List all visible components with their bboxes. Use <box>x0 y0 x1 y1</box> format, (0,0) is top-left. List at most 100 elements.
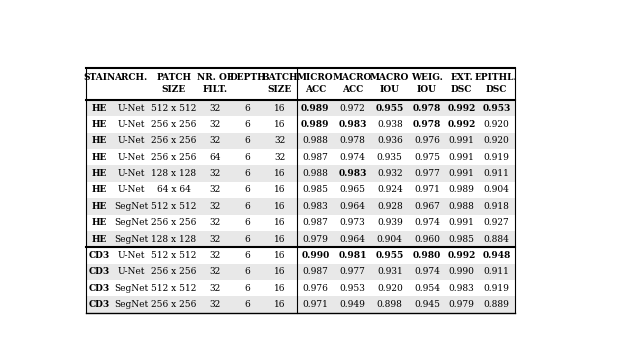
Text: PATCH: PATCH <box>156 73 191 82</box>
Text: 512 x 512: 512 x 512 <box>151 104 196 113</box>
Text: 0.980: 0.980 <box>413 251 441 260</box>
Bar <box>86 133 515 149</box>
Text: 0.949: 0.949 <box>340 300 365 309</box>
Text: 0.990: 0.990 <box>449 267 475 276</box>
Text: 0.911: 0.911 <box>483 169 509 178</box>
Text: 32: 32 <box>210 251 221 260</box>
Text: U-Net: U-Net <box>117 136 145 145</box>
Text: 0.978: 0.978 <box>413 104 441 113</box>
Text: 32: 32 <box>210 300 221 309</box>
Text: 6: 6 <box>244 218 250 227</box>
Text: 0.989: 0.989 <box>449 185 475 194</box>
Text: 0.971: 0.971 <box>303 300 328 309</box>
Text: 6: 6 <box>244 202 250 211</box>
Text: 0.939: 0.939 <box>377 218 403 227</box>
Text: 0.948: 0.948 <box>482 251 511 260</box>
Text: 0.987: 0.987 <box>303 153 328 162</box>
Text: 6: 6 <box>244 136 250 145</box>
Text: 256 x 256: 256 x 256 <box>151 153 196 162</box>
Text: 0.965: 0.965 <box>340 185 365 194</box>
Text: U-Net: U-Net <box>117 104 145 113</box>
Text: 256 x 256: 256 x 256 <box>151 218 196 227</box>
Text: 0.983: 0.983 <box>449 284 474 293</box>
Text: 0.955: 0.955 <box>376 104 404 113</box>
Text: 0.975: 0.975 <box>414 153 440 162</box>
Text: IOU: IOU <box>417 85 437 94</box>
Bar <box>86 296 515 312</box>
Text: 0.989: 0.989 <box>301 120 330 129</box>
Text: 0.955: 0.955 <box>376 251 404 260</box>
Text: 0.964: 0.964 <box>340 202 365 211</box>
Text: U-Net: U-Net <box>117 153 145 162</box>
Text: WEIG.: WEIG. <box>411 73 443 82</box>
Text: SIZE: SIZE <box>268 85 292 94</box>
Bar <box>86 198 515 215</box>
Text: HE: HE <box>92 202 108 211</box>
Text: 0.985: 0.985 <box>302 185 328 194</box>
Text: ARCH.: ARCH. <box>115 73 148 82</box>
Text: 0.931: 0.931 <box>377 267 403 276</box>
Text: 0.927: 0.927 <box>483 218 509 227</box>
Text: 0.989: 0.989 <box>301 104 330 113</box>
Text: 256 x 256: 256 x 256 <box>151 120 196 129</box>
Text: BATCH: BATCH <box>262 73 298 82</box>
Text: MICRO: MICRO <box>297 73 333 82</box>
Text: 512 x 512: 512 x 512 <box>151 251 196 260</box>
Text: 16: 16 <box>274 202 285 211</box>
Bar <box>86 264 515 280</box>
Text: 16: 16 <box>274 185 285 194</box>
Text: NR. OF: NR. OF <box>197 73 234 82</box>
Text: 6: 6 <box>244 267 250 276</box>
Text: HE: HE <box>92 153 108 162</box>
Text: 6: 6 <box>244 104 250 113</box>
Text: 0.945: 0.945 <box>414 300 440 309</box>
Text: HE: HE <box>92 136 108 145</box>
Bar <box>86 100 515 116</box>
Text: 0.972: 0.972 <box>340 104 365 113</box>
Text: SIZE: SIZE <box>162 85 186 94</box>
Text: 0.991: 0.991 <box>449 136 475 145</box>
Text: 0.919: 0.919 <box>483 284 509 293</box>
Text: 0.932: 0.932 <box>377 169 403 178</box>
Text: IOU: IOU <box>380 85 400 94</box>
Text: 0.954: 0.954 <box>414 284 440 293</box>
Text: 0.935: 0.935 <box>377 153 403 162</box>
Text: 0.884: 0.884 <box>483 235 509 244</box>
Text: 6: 6 <box>244 120 250 129</box>
Text: 0.953: 0.953 <box>482 104 511 113</box>
Text: 32: 32 <box>210 120 221 129</box>
Text: 0.967: 0.967 <box>414 202 440 211</box>
Text: 0.979: 0.979 <box>303 235 328 244</box>
Text: 32: 32 <box>210 169 221 178</box>
Text: 0.991: 0.991 <box>449 169 475 178</box>
Text: U-Net: U-Net <box>117 251 145 260</box>
Text: 0.904: 0.904 <box>483 185 509 194</box>
Text: 0.974: 0.974 <box>340 153 365 162</box>
Text: EXT.: EXT. <box>451 73 473 82</box>
Text: MACRO: MACRO <box>333 73 372 82</box>
Text: 32: 32 <box>210 235 221 244</box>
Text: STAIN: STAIN <box>83 73 116 82</box>
Text: 0.924: 0.924 <box>377 185 403 194</box>
Text: 0.977: 0.977 <box>414 169 440 178</box>
Text: 64 x 64: 64 x 64 <box>157 185 191 194</box>
Text: 6: 6 <box>244 169 250 178</box>
Text: 0.992: 0.992 <box>447 104 476 113</box>
Text: 256 x 256: 256 x 256 <box>151 267 196 276</box>
Text: 0.976: 0.976 <box>414 136 440 145</box>
Text: 6: 6 <box>244 300 250 309</box>
Text: 6: 6 <box>244 185 250 194</box>
Text: 32: 32 <box>210 136 221 145</box>
Text: 0.920: 0.920 <box>483 120 509 129</box>
Text: 0.971: 0.971 <box>414 185 440 194</box>
Text: 32: 32 <box>210 267 221 276</box>
Text: 6: 6 <box>244 153 250 162</box>
Text: 0.983: 0.983 <box>339 169 367 178</box>
Text: ACC: ACC <box>305 85 326 94</box>
Text: 0.988: 0.988 <box>449 202 475 211</box>
Text: 32: 32 <box>210 104 221 113</box>
Text: 0.936: 0.936 <box>377 136 403 145</box>
Text: 0.991: 0.991 <box>449 218 475 227</box>
Text: 0.960: 0.960 <box>414 235 440 244</box>
Text: 0.976: 0.976 <box>303 284 328 293</box>
